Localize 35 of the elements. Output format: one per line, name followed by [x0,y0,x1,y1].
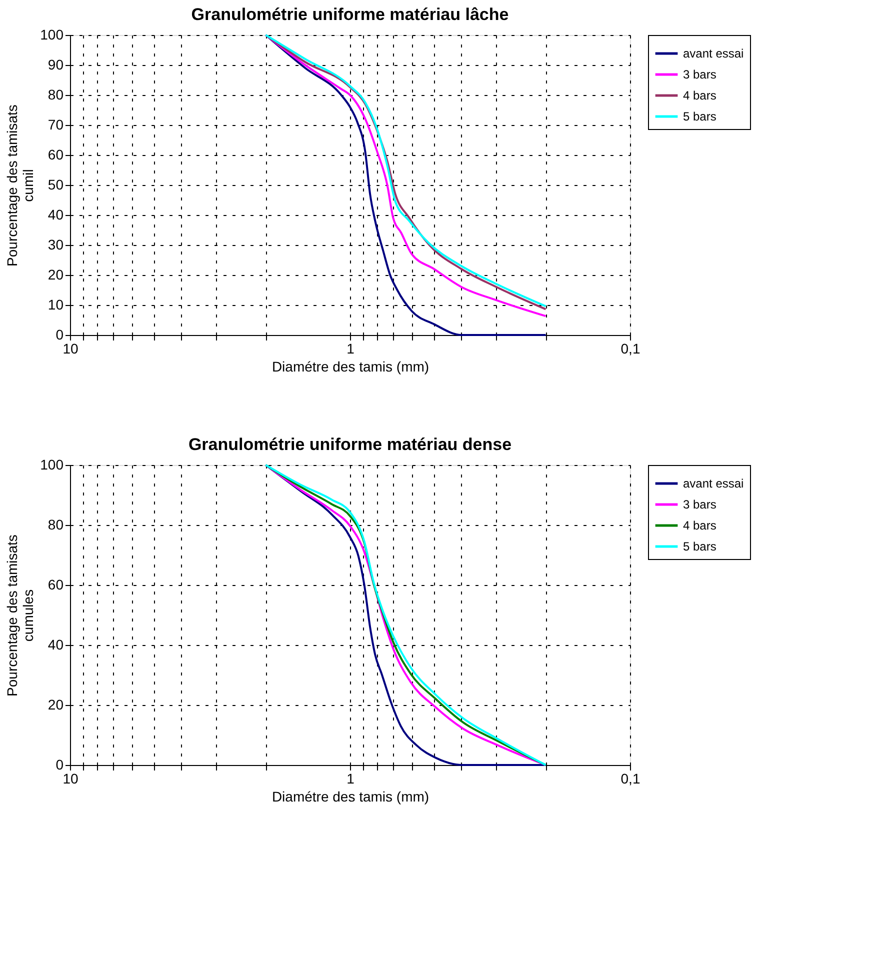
y-tick-label: 70 [48,116,64,132]
y-tick-label: 0 [56,326,64,342]
y-tick-label: 60 [48,576,64,592]
y-tick-label: 100 [40,26,64,42]
x-axis-title: Diamétre des tamis (mm) [272,788,430,804]
y-tick-label: 80 [48,86,64,102]
legend-label: 4 bars [683,518,716,532]
legend-label: avant essai [683,46,744,60]
y-tick-label: 10 [48,296,64,312]
y-tick-label: 80 [48,516,64,532]
x-tick-label: 0,1 [620,770,640,786]
y-tick-label: 60 [48,146,64,162]
y-tick-label: 100 [40,456,64,472]
y-tick-label: 50 [48,176,64,192]
legend-label: 5 bars [683,110,716,124]
y-tick-label: 40 [48,206,64,222]
chart-title: Granulométrie uniforme matériau lâche [191,5,509,24]
x-axis-title: Diamétre des tamis (mm) [272,358,430,374]
x-tick-label: 1 [346,340,355,356]
y-tick-label: 90 [48,56,64,72]
y-tick-label: 20 [48,266,64,282]
legend-label: 4 bars [683,88,716,102]
x-tick-label: 1 [346,770,355,786]
y-tick-label: 30 [48,236,64,252]
x-tick-label: 0,1 [620,340,640,356]
y-axis-title: Pourcentage des tamisats cumil [4,104,36,266]
y-tick-label: 40 [48,636,64,652]
y-tick-label: 20 [48,696,64,712]
y-axis-title: Pourcentage des tamisats cumules [4,534,36,696]
legend-label: 3 bars [683,68,716,82]
legend-label: 3 bars [683,498,716,512]
chart-title: Granulométrie uniforme matériau dense [188,435,512,454]
y-tick-label: 0 [56,756,64,772]
legend-label: 5 bars [683,540,716,554]
legend-label: avant essai [683,476,744,490]
